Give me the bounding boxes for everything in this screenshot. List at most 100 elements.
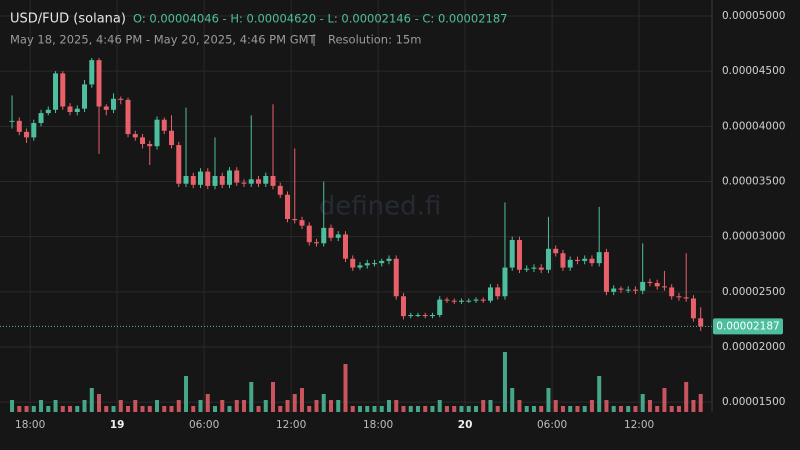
volume-bar bbox=[401, 406, 406, 412]
chart-title: USD/FUD (solana) bbox=[10, 12, 126, 27]
x-tick-label: 18:00 bbox=[363, 419, 393, 431]
candle-body bbox=[154, 119, 160, 147]
candle-body bbox=[473, 299, 479, 301]
resolution: Resolution: 15m bbox=[328, 33, 421, 47]
volume-bar bbox=[604, 400, 609, 412]
volume-bar bbox=[640, 394, 645, 412]
candle-body bbox=[212, 175, 218, 186]
y-tick-label: 0.00005000 bbox=[722, 10, 785, 22]
candle-body bbox=[263, 175, 269, 184]
candle-body bbox=[386, 258, 392, 261]
volume-bar bbox=[386, 400, 391, 412]
volume-bar bbox=[205, 394, 210, 412]
volume-bar bbox=[589, 400, 594, 412]
volume-bar bbox=[176, 400, 181, 412]
volume-bar bbox=[82, 400, 87, 412]
volume-bar bbox=[553, 400, 558, 412]
candle-body bbox=[169, 130, 175, 146]
candle-body bbox=[313, 242, 319, 244]
volume-bar bbox=[60, 406, 65, 412]
volume-bar bbox=[184, 376, 189, 412]
candle-body bbox=[67, 106, 73, 112]
volume-bar bbox=[691, 400, 696, 412]
candle-body bbox=[603, 252, 609, 292]
candle-body bbox=[589, 258, 595, 264]
candle-body bbox=[227, 170, 233, 185]
volume-bar bbox=[415, 406, 420, 412]
volume-bar bbox=[459, 406, 464, 412]
candle-body bbox=[357, 265, 363, 268]
volume-bar bbox=[633, 406, 638, 412]
volume-bar bbox=[560, 406, 565, 412]
volume-bar bbox=[89, 388, 94, 412]
candle-body bbox=[241, 182, 247, 184]
volume-bar bbox=[104, 406, 109, 412]
candle-body bbox=[219, 175, 225, 185]
candle-body bbox=[632, 289, 638, 291]
volume-bar bbox=[676, 406, 681, 412]
candle-body bbox=[103, 106, 109, 110]
candle-body bbox=[9, 120, 15, 122]
candle-body bbox=[458, 300, 464, 302]
candle-body bbox=[342, 234, 348, 259]
volume-bar bbox=[242, 400, 247, 412]
volume-bar bbox=[249, 382, 254, 412]
candle-body bbox=[524, 268, 530, 270]
candle-body bbox=[306, 225, 312, 243]
volume-bar bbox=[39, 400, 44, 412]
volume-bar bbox=[220, 400, 225, 412]
x-tick-label: 06:00 bbox=[189, 419, 219, 431]
candle-body bbox=[335, 234, 341, 238]
volume-bar bbox=[546, 388, 551, 412]
x-tick-label: 20 bbox=[458, 419, 473, 431]
candle-body bbox=[183, 175, 189, 184]
last-price-tag bbox=[713, 318, 783, 335]
volume-bar bbox=[256, 406, 261, 412]
volume-bar bbox=[647, 400, 652, 412]
candle-body bbox=[618, 288, 624, 290]
candle-body bbox=[451, 300, 457, 302]
volume-bar bbox=[662, 388, 667, 412]
volume-bar bbox=[597, 376, 602, 412]
candle-body bbox=[415, 315, 421, 317]
volume-bar bbox=[227, 406, 232, 412]
candle-body bbox=[495, 287, 501, 297]
candle-body bbox=[89, 60, 95, 85]
candle-body bbox=[205, 171, 211, 186]
volume-bar bbox=[611, 406, 616, 412]
candle-body bbox=[429, 315, 435, 317]
volume-bar bbox=[147, 406, 152, 412]
volume-bar bbox=[473, 406, 478, 412]
volume-bar bbox=[531, 406, 536, 412]
volume-bar bbox=[437, 400, 442, 412]
candle-body bbox=[466, 300, 472, 302]
volume-bar bbox=[278, 406, 283, 412]
volume-bar bbox=[343, 364, 348, 412]
volume-bar bbox=[314, 400, 319, 412]
candle-body bbox=[611, 288, 617, 292]
volume-bar bbox=[466, 406, 471, 412]
candle-body bbox=[560, 253, 566, 268]
volume-bar bbox=[365, 406, 370, 412]
volume-bar bbox=[198, 400, 203, 412]
x-tick-label: 18:00 bbox=[15, 419, 45, 431]
candle-body bbox=[516, 239, 522, 270]
volume-bar bbox=[452, 406, 457, 412]
volume-bar bbox=[698, 394, 703, 412]
y-tick-label: 0.00003500 bbox=[722, 176, 785, 188]
candle-body bbox=[284, 194, 290, 220]
volume-bar bbox=[285, 400, 290, 412]
candle-body bbox=[437, 299, 443, 316]
volume-bar bbox=[626, 406, 631, 412]
candle-body bbox=[53, 73, 59, 110]
candle-body bbox=[118, 98, 124, 100]
date-range: May 18, 2025, 4:46 PM - May 20, 2025, 4:… bbox=[10, 33, 317, 47]
candle-body bbox=[661, 286, 667, 288]
candle-body bbox=[364, 263, 370, 266]
volume-bar bbox=[408, 406, 413, 412]
volume-bar bbox=[299, 388, 304, 412]
candle-body bbox=[422, 315, 428, 317]
y-tick-label: 0.00002000 bbox=[722, 341, 785, 353]
candle-body bbox=[509, 239, 515, 268]
